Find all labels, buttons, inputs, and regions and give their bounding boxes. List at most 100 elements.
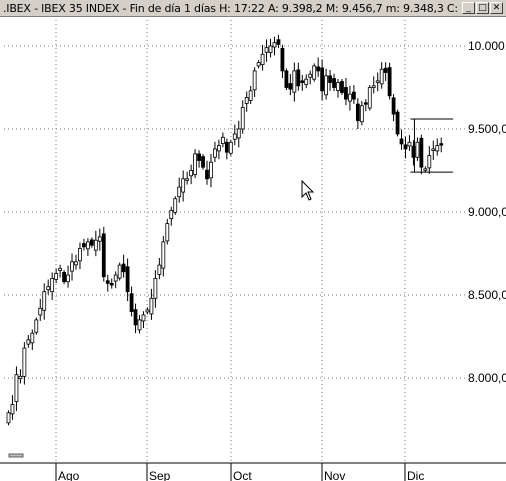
x-tick-label: Ago (58, 469, 80, 481)
axes (0, 462, 506, 481)
x-axis-labels: Ago Sep Oct Nov Dic (58, 469, 424, 481)
candle-body (308, 73, 313, 78)
candle-body (232, 133, 237, 140)
candle-body (276, 39, 281, 45)
candle-body (46, 286, 51, 291)
candle-body (189, 170, 194, 177)
candle-body (205, 169, 209, 180)
candle-body (173, 198, 178, 213)
candle-body (185, 178, 190, 181)
candle-body (344, 87, 348, 100)
candle-body (248, 90, 253, 101)
candle-body (320, 67, 325, 92)
candles (6, 34, 444, 426)
candle-body (38, 307, 43, 316)
candle-body (316, 66, 321, 72)
price-channel (410, 118, 454, 173)
candle-body (193, 153, 197, 175)
candle-body (145, 309, 150, 313)
candle-body (54, 273, 59, 280)
candle-body (336, 82, 340, 91)
candle-body (415, 141, 420, 158)
candle-body (70, 261, 74, 272)
candle-body (217, 145, 221, 152)
candle-body (14, 374, 19, 402)
candle-body (383, 67, 388, 73)
candle-body (256, 62, 261, 67)
candle-body (359, 105, 364, 123)
candle-body (423, 168, 428, 171)
candle-body (62, 272, 66, 283)
candle-body (34, 319, 39, 333)
grid (4, 20, 466, 462)
candle-body (419, 137, 424, 168)
candle-body (121, 263, 126, 273)
y-axis-labels: 8.000,0 8.500,0 9.000,0 9.500,0 10.000,0 (468, 39, 506, 385)
candle-body (351, 91, 356, 100)
x-tick-label: Dic (407, 469, 424, 481)
candle-body (363, 102, 368, 105)
candle-body (109, 282, 114, 286)
candle-body (220, 136, 225, 145)
candle-body (240, 107, 245, 130)
candle-body (113, 274, 118, 282)
candle-body (93, 239, 98, 251)
candle-body (304, 78, 309, 85)
candle-body (86, 241, 90, 250)
candle-body (427, 155, 432, 169)
candle-body (149, 297, 154, 315)
candle-body (435, 145, 440, 152)
candle-body (407, 141, 412, 147)
candle-body (89, 239, 94, 246)
candle-body (50, 277, 55, 293)
candle-body (6, 412, 11, 424)
scroll-indicator[interactable] (8, 453, 24, 458)
candle-body (236, 128, 241, 139)
candle-body (169, 209, 174, 220)
candle-body (355, 103, 360, 122)
candle-body (105, 280, 110, 284)
candle-body (288, 83, 293, 90)
candle-body (66, 274, 70, 283)
candle-body (272, 42, 277, 48)
candle-body (82, 243, 86, 248)
minimize-button[interactable]: _ (462, 2, 475, 14)
candle-body (348, 93, 352, 102)
candle-body (78, 248, 82, 262)
window-title: .IBEX - IBEX 35 INDEX - Fin de día 1 día… (3, 2, 458, 15)
candle-body (42, 291, 47, 311)
candle-body (296, 69, 301, 87)
candle-body (177, 186, 182, 198)
title-bar: .IBEX - IBEX 35 INDEX - Fin de día 1 día… (0, 0, 506, 17)
candle-body (197, 153, 201, 161)
candle-body (431, 148, 436, 151)
candle-body (181, 178, 186, 193)
candle-body (280, 47, 285, 72)
y-tick-label: 10.000,0 (468, 39, 506, 53)
candle-body (340, 81, 344, 93)
close-button[interactable]: ✕ (490, 2, 503, 14)
candle-body (244, 97, 249, 104)
candle-body (332, 78, 336, 88)
maximize-button[interactable]: □ (476, 2, 489, 14)
candle-body (153, 277, 158, 299)
candle-body (264, 47, 269, 53)
x-tick-label: Sep (149, 469, 171, 481)
y-tick-label: 8.000,0 (468, 371, 506, 385)
candle-body (137, 319, 142, 331)
candle-body (268, 45, 273, 54)
candle-body (375, 80, 380, 83)
candle-body (260, 53, 265, 65)
candle-body (228, 141, 233, 154)
candle-body (371, 85, 376, 88)
candle-body (161, 241, 166, 269)
candle-body (22, 347, 27, 377)
x-tick-label: Nov (324, 469, 345, 481)
candle-body (252, 70, 257, 91)
candle-body (97, 236, 102, 242)
candle-body (379, 68, 384, 85)
candle-body (395, 111, 400, 135)
candle-body (10, 404, 15, 415)
